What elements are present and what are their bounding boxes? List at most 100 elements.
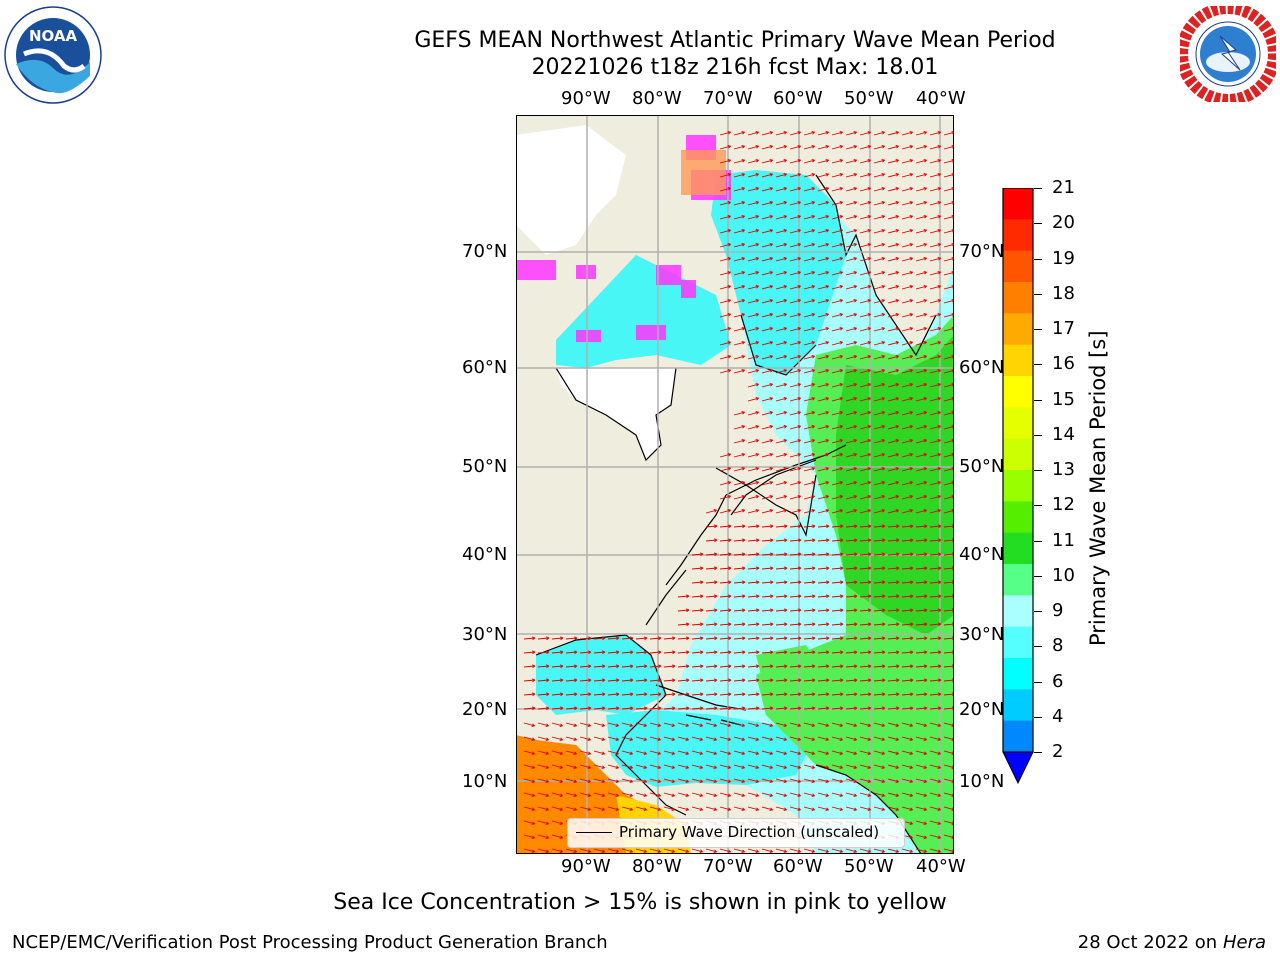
wave-direction-arrow: [859, 480, 871, 486]
wave-direction-arrow: [621, 664, 634, 669]
wave-direction-arrow: [817, 284, 829, 290]
wave-direction-arrow: [831, 424, 843, 430]
colorbar-segment: [1003, 282, 1033, 314]
wave-direction-arrow: [929, 636, 942, 641]
wave-direction-arrow: [705, 538, 718, 543]
wave-direction-arrow: [845, 186, 857, 192]
wave-direction-arrow: [817, 270, 829, 276]
wave-direction-arrow: [593, 848, 605, 854]
wave-direction-arrow: [817, 806, 829, 812]
wave-direction-arrow: [831, 270, 843, 276]
wave-direction-arrow: [803, 508, 815, 514]
wave-direction-arrow: [733, 736, 745, 742]
wave-direction-arrow: [747, 538, 760, 543]
wave-direction-arrow: [845, 480, 857, 486]
wave-direction-arrow: [719, 284, 731, 290]
wave-direction-arrow: [593, 650, 606, 655]
wave-direction-arrow: [845, 508, 857, 514]
wave-direction-arrow: [789, 144, 801, 150]
greenland-white-region: [556, 368, 676, 460]
wave-direction-arrow: [929, 764, 941, 770]
wave-direction-arrow: [719, 764, 731, 770]
wave-direction-arrow: [831, 508, 843, 514]
wave-direction-arrow: [761, 622, 774, 627]
wave-direction-arrow: [775, 848, 787, 854]
wave-direction-arrow: [789, 792, 801, 798]
wave-direction-arrow: [733, 650, 746, 655]
wave-direction-arrow: [635, 750, 647, 756]
wave-direction-arrow: [873, 552, 886, 557]
wave-direction-arrow: [845, 608, 858, 613]
wave-direction-arrow: [719, 158, 731, 164]
wave-direction-arrow: [817, 144, 829, 150]
wave-direction-arrow: [537, 692, 550, 697]
wave-direction-arrow: [873, 636, 886, 641]
wave-direction-arrow: [845, 326, 857, 332]
wave-direction-arrow: [733, 524, 746, 529]
wave-direction-arrow: [929, 692, 942, 697]
colorbar-tick-label: 6: [1052, 670, 1064, 692]
wave-direction-arrow: [677, 706, 690, 711]
wave-direction-arrow: [859, 326, 871, 332]
wave-direction-arrow: [803, 580, 816, 585]
wave-direction-arrow: [761, 594, 774, 599]
wave-direction-arrow: [817, 538, 830, 543]
wave-direction-arrow: [859, 792, 871, 798]
wave-direction-arrow: [859, 524, 872, 529]
wave-direction-arrow: [929, 466, 941, 472]
wave-direction-arrow: [803, 312, 815, 318]
wave-direction-arrow: [817, 130, 829, 136]
colorbar-tick-label: 10: [1052, 564, 1075, 586]
wave-direction-arrow: [901, 312, 913, 318]
wave-direction-arrow: [663, 736, 675, 742]
wave-direction-arrow: [803, 368, 815, 374]
wave-direction-arrow: [789, 130, 801, 136]
wave-direction-arrow: [915, 594, 928, 599]
wave-direction-arrow: [873, 778, 885, 784]
wave-direction-arrow: [761, 706, 774, 711]
wave-direction-arrow: [579, 848, 591, 854]
wave-direction-arrow: [831, 750, 843, 756]
wave-direction-arrow: [761, 270, 773, 276]
wave-direction-arrow: [719, 750, 731, 756]
wave-direction-arrow: [915, 186, 927, 192]
wave-direction-arrow: [873, 650, 886, 655]
wave-direction-arrow: [817, 778, 829, 784]
wave-direction-arrow: [733, 608, 746, 613]
wave-direction-arrow: [761, 848, 773, 854]
wave-direction-arrow: [845, 848, 857, 854]
wave-direction-arrow: [761, 228, 773, 234]
wave-direction-arrow: [831, 298, 843, 304]
wave-direction-arrow: [929, 326, 941, 332]
wave-direction-arrow: [845, 622, 858, 627]
wave-direction-arrow: [663, 650, 676, 655]
wave-direction-arrow: [887, 438, 899, 444]
wave-direction-arrow: [747, 678, 760, 683]
wave-direction-arrow: [775, 382, 787, 388]
wave-direction-arrow: [873, 256, 885, 262]
wave-direction-arrow: [929, 480, 941, 486]
wave-direction-arrow: [817, 382, 829, 388]
wave-direction-arrow: [831, 622, 844, 627]
wave-direction-arrow: [719, 298, 731, 304]
wave-direction-arrow: [859, 382, 871, 388]
wave-direction-arrow: [733, 312, 745, 318]
wave-direction-arrow: [537, 778, 549, 784]
wave-direction-arrow: [565, 778, 577, 784]
wave-direction-arrow: [831, 228, 843, 234]
wave-direction-arrow: [915, 820, 927, 826]
wave-direction-arrow: [663, 636, 676, 641]
wave-direction-arrow: [565, 764, 577, 770]
wave-direction-arrow: [859, 552, 872, 557]
wave-direction-arrow: [901, 736, 913, 742]
wave-direction-arrow: [705, 524, 718, 529]
lon-label-top-50w: 50°W: [844, 88, 894, 109]
wave-direction-arrow: [817, 424, 829, 430]
wave-direction-arrow: [887, 636, 900, 641]
wave-direction-arrow: [803, 340, 815, 346]
wave-direction-arrow: [887, 538, 900, 543]
wave-direction-arrow: [635, 722, 647, 728]
wave-direction-arrow: [593, 706, 606, 711]
wave-direction-arrow: [649, 650, 662, 655]
wave-direction-arrow: [705, 594, 718, 599]
